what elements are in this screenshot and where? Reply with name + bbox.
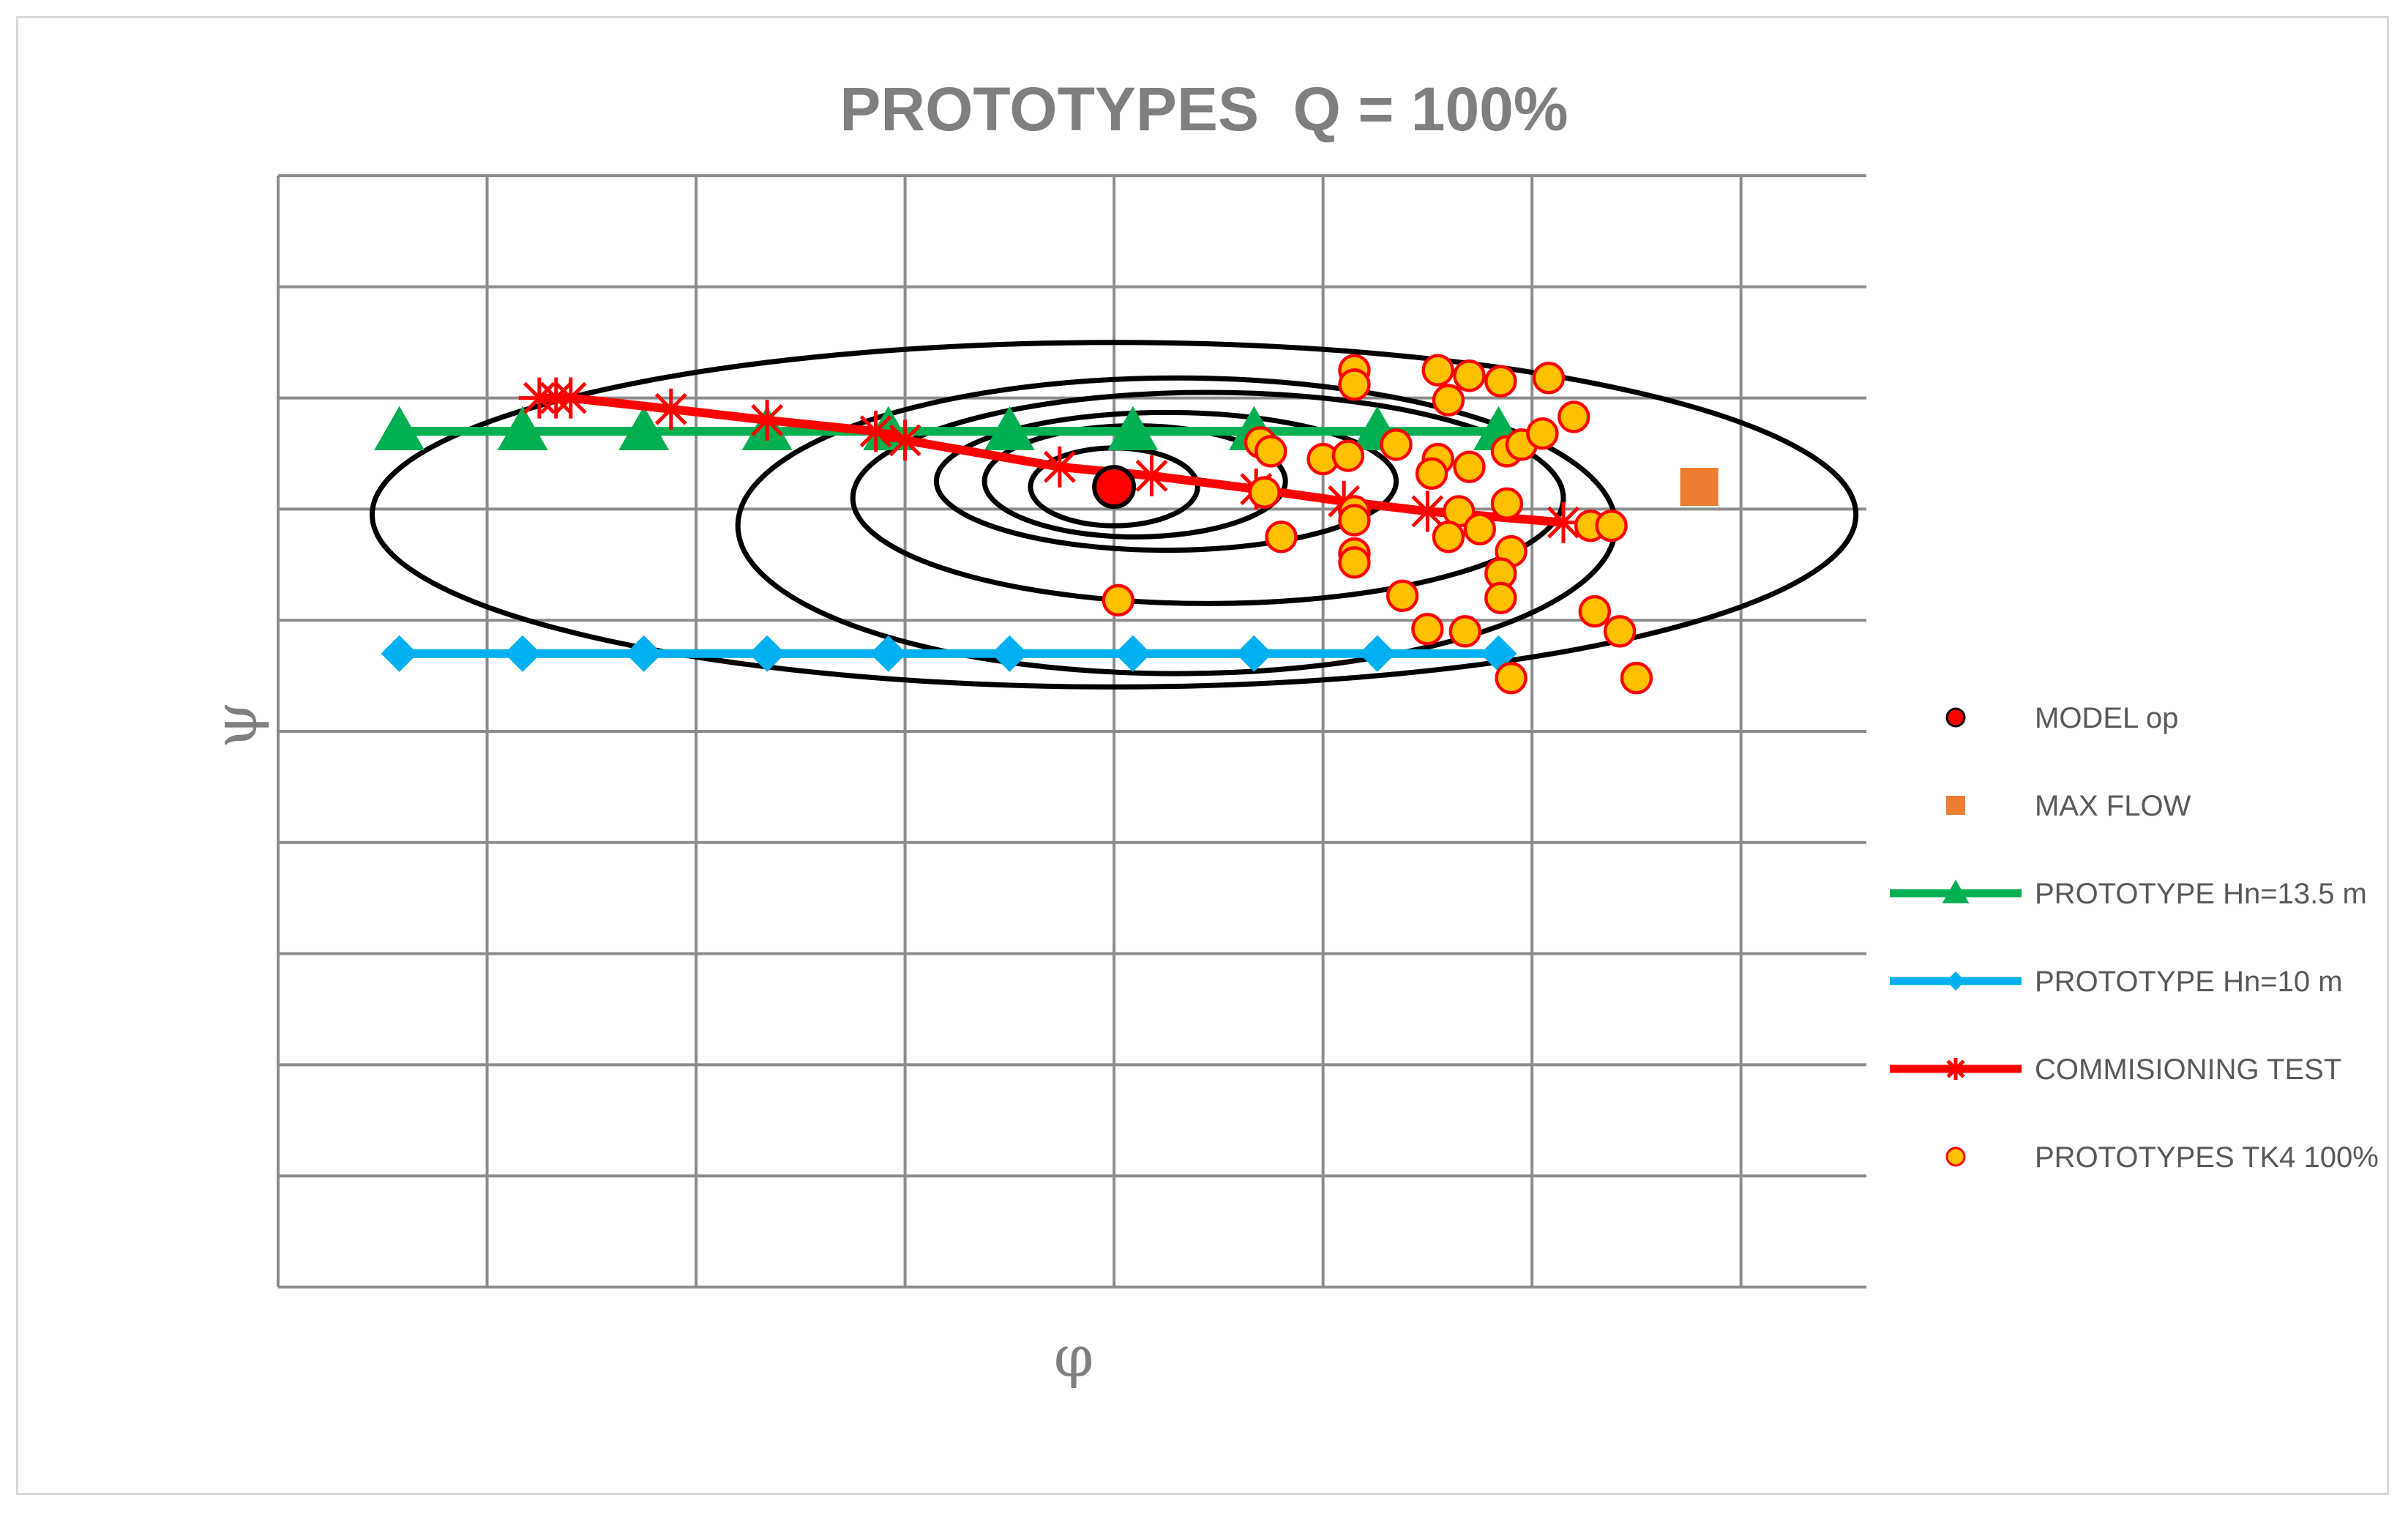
data-point [550,377,591,419]
data-point [381,635,418,672]
data-point [1490,487,1524,521]
legend-marker [1945,1146,1966,1167]
data-point [1039,446,1080,488]
legend-label: PROTOTYPE Hn=13.5 m [2035,878,2367,910]
data-point [855,411,897,452]
chart-title: PROTOTYPES Q = 100% [840,75,1568,143]
data-point [497,406,548,451]
data-point [747,399,788,441]
x-axis-label: φ [1054,1324,1094,1390]
data-point [1331,439,1365,472]
legend-marker [1946,972,1965,991]
efficiency-contours [369,340,1859,690]
data-point [1092,465,1137,510]
data-point [1386,579,1419,613]
data-point [1620,661,1653,695]
data-point [1558,400,1590,433]
data-point [1680,468,1719,507]
chart-legend: MODEL op MAX FLOW PROTOTYPE Hn=13.5 m PROTO… [1890,702,2379,1174]
data-point [650,388,692,430]
series-prototype-hn-13-5-m [374,406,1524,451]
legend-item-prototype-hn-13-5-m: PROTOTYPE Hn=13.5 m [1890,878,2367,910]
series-model-op [1092,465,1137,510]
data-point [1380,428,1413,461]
data-point [884,419,926,461]
data-point [1102,583,1135,617]
data-point [1114,635,1151,672]
data-point [1578,594,1612,628]
legend-label: PROTOTYPES TK4 100% [2035,1141,2379,1174]
data-point [1484,581,1517,615]
y-axis-label: ψ [201,701,271,748]
data-point [749,635,786,672]
data-point [1595,509,1628,542]
legend-label: COMMISIONING TEST [2035,1054,2341,1086]
data-point [1421,354,1454,387]
efficiency-contour-ellipse [850,389,1566,606]
data-point [1338,546,1371,579]
data-point [1255,435,1287,468]
data-point [984,406,1035,451]
data-point [1265,521,1298,553]
legend-item-prototypes-tk4-100: PROTOTYPES TK4 100% [1945,1141,2379,1174]
chart-frame [16,16,2389,1495]
data-point [1235,635,1273,672]
series-prototypes-tk4-100 [1102,354,1653,695]
legend-label: PROTOTYPE Hn=10 m [2035,966,2343,998]
plot-series [374,354,1719,695]
data-point [991,635,1028,672]
data-point [374,406,425,451]
data-point [1415,457,1448,491]
data-point [618,406,670,451]
data-point [1448,615,1481,648]
legend-item-model-op: MODEL op [1945,702,2178,734]
data-point [1432,521,1465,553]
data-point [1453,359,1486,392]
legend-marker [1942,879,1970,903]
data-point [1526,417,1559,450]
data-point [1463,512,1496,545]
data-point [1432,384,1465,417]
efficiency-contour-ellipse [933,409,1399,553]
data-point [504,635,542,672]
legend-item-max-flow: MAX FLOW [1946,790,2191,822]
data-point [1484,365,1517,398]
series-max-flow [1680,468,1719,507]
data-point [1532,362,1566,395]
series-prototype-hn-10-m [381,635,1517,672]
legend-marker [1945,1058,1967,1080]
legend-marker [1946,796,1965,815]
data-point [870,635,907,672]
data-point [1358,635,1396,672]
data-point [1603,615,1637,648]
legend-marker [1945,707,1966,728]
data-point [1338,504,1371,537]
data-point [1131,455,1173,496]
efficiency-contour-ellipse [369,340,1859,690]
data-point [1495,661,1528,695]
data-point [1248,476,1281,509]
legend-label: MODEL op [2035,702,2178,734]
data-point [1338,368,1371,401]
data-point [1453,450,1486,483]
data-point [1542,501,1584,543]
legend-item-prototype-hn-10-m: PROTOTYPE Hn=10 m [1890,966,2343,998]
legend-item-commisioning-test: COMMISIONING TEST [1890,1054,2341,1086]
legend-label: MAX FLOW [2035,790,2191,822]
data-point [1107,406,1159,451]
data-point [625,635,662,672]
data-point [1411,613,1444,646]
data-point [1407,491,1448,532]
